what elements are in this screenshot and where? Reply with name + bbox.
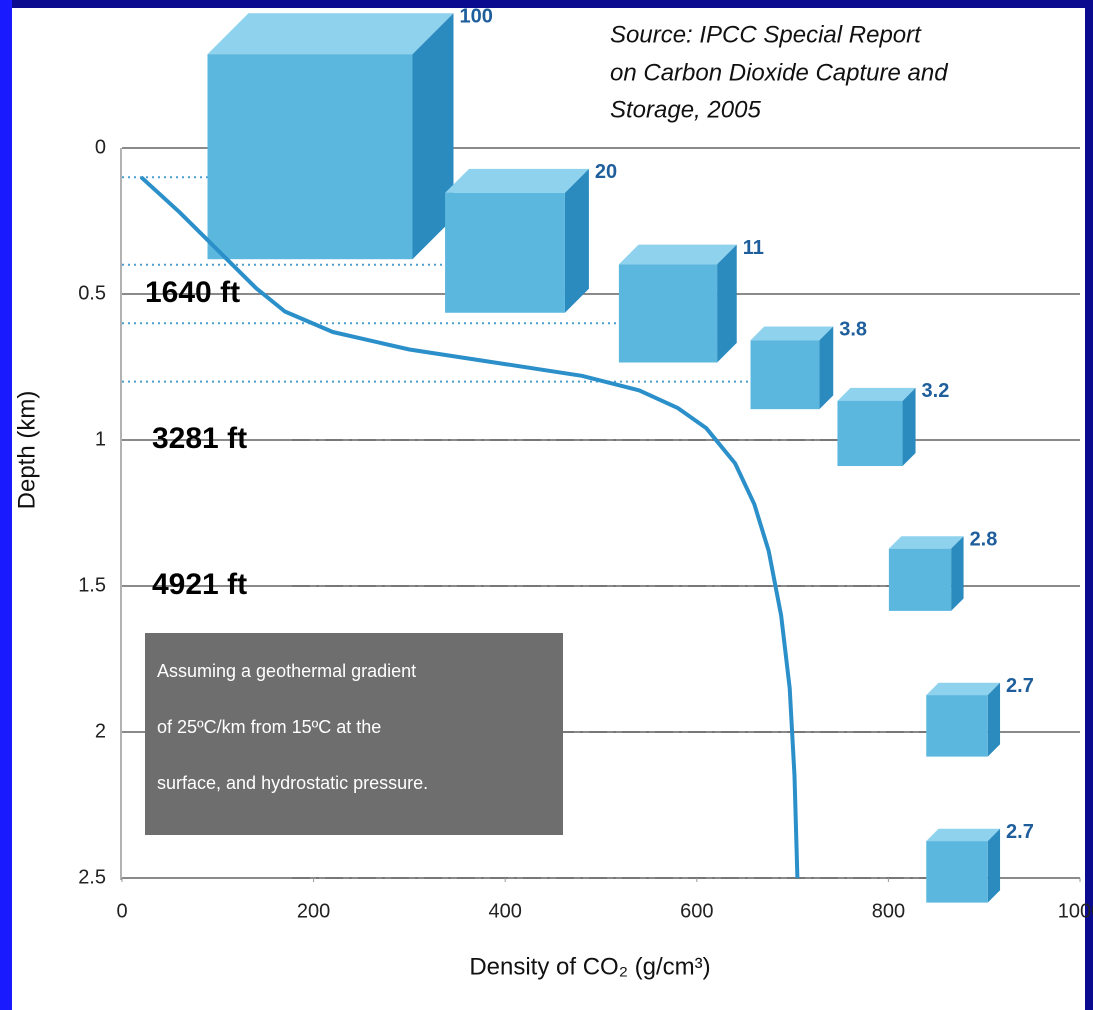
cube-top xyxy=(445,169,589,193)
cube-volume-label: 2.7 xyxy=(1006,821,1034,843)
cube-volume-label: 100 xyxy=(460,5,493,27)
cube-side xyxy=(717,245,737,363)
source-text: Source: IPCC Special Report xyxy=(610,21,922,48)
y-tick-label: 1.5 xyxy=(78,574,106,596)
x-tick-label: 400 xyxy=(489,900,522,922)
x-tick-label: 200 xyxy=(297,900,330,922)
cube-volume-label: 2.7 xyxy=(1006,675,1034,697)
depth-feet-label: 4921 ft xyxy=(152,568,247,601)
cube-front xyxy=(751,340,820,409)
cube-front xyxy=(926,841,988,903)
cube-volume-label: 20 xyxy=(595,161,617,183)
depth-feet-label: 1640 ft xyxy=(145,276,240,309)
cube-top xyxy=(208,13,454,54)
slide-background xyxy=(12,8,1085,1010)
cube-volume-label: 2.8 xyxy=(970,528,998,550)
cube-volume-label: 3.8 xyxy=(839,319,867,341)
y-tick-label: 0 xyxy=(95,136,106,158)
cube-front xyxy=(445,193,565,313)
x-tick-label: 800 xyxy=(872,900,905,922)
x-tick-label: 0 xyxy=(116,900,127,922)
x-tick-label: 1000 xyxy=(1058,900,1093,922)
cube-top xyxy=(926,683,1000,695)
cube-side xyxy=(903,388,916,466)
cube-volume-label: 3.2 xyxy=(922,380,950,402)
cube-front xyxy=(926,695,988,757)
cube-top xyxy=(926,829,1000,841)
cube-front xyxy=(837,401,902,466)
cube-top xyxy=(751,326,834,340)
depth-feet-label: 3281 ft xyxy=(152,422,247,455)
chart: Source: IPCC Special Report on Carbon Di… xyxy=(0,0,1093,1010)
y-tick-label: 0.5 xyxy=(78,282,106,304)
source-text: Storage, 2005 xyxy=(610,96,761,123)
cube-side xyxy=(988,829,1000,903)
source-text: on Carbon Dioxide Capture and xyxy=(610,59,948,86)
page: Source: IPCC Special Report on Carbon Di… xyxy=(0,0,1093,1010)
y-tick-label: 2.5 xyxy=(78,866,106,888)
cube-side xyxy=(988,683,1000,757)
cube-side xyxy=(565,169,589,313)
cube-volume-label: 11 xyxy=(743,237,764,259)
y-tick-label: 2 xyxy=(95,720,106,742)
cube-top xyxy=(619,245,737,265)
cube-front xyxy=(889,549,951,611)
cube-top xyxy=(889,536,964,548)
left-frame xyxy=(0,0,12,1010)
cube-side xyxy=(951,536,963,611)
note-text: surface, and hydrostatic pressure. xyxy=(157,773,428,793)
cube-front xyxy=(619,264,717,362)
y-tick-label: 1 xyxy=(95,428,106,450)
cube-front xyxy=(208,54,413,259)
note-text: of 25ºC/km from 15ºC at the xyxy=(157,717,381,737)
cube-top xyxy=(837,388,915,401)
cube-side xyxy=(819,326,833,409)
x-axis-label: Density of CO₂ (g/cm³) xyxy=(469,953,710,980)
note-text: Assuming a geothermal gradient xyxy=(157,661,416,681)
x-tick-label: 600 xyxy=(680,900,713,922)
y-axis-label: Depth (km) xyxy=(13,391,40,510)
